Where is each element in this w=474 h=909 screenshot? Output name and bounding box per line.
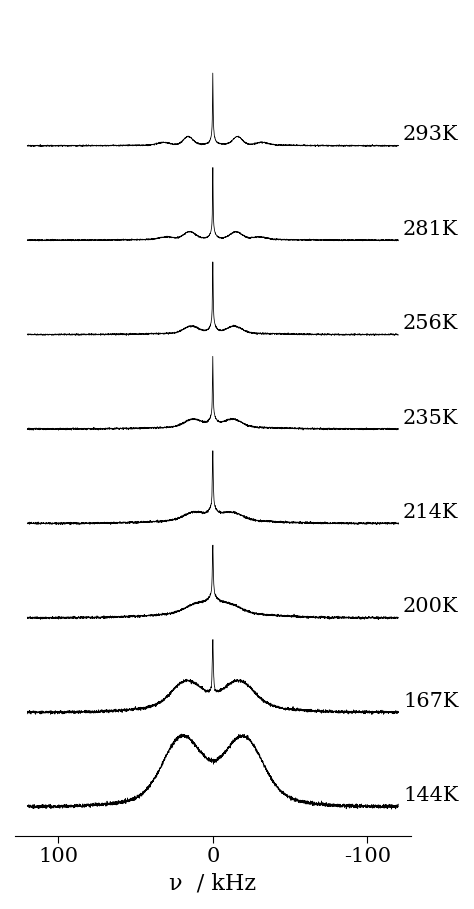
Text: 200K: 200K	[403, 597, 458, 616]
X-axis label: ν  / kHz: ν / kHz	[169, 872, 256, 894]
Text: 256K: 256K	[403, 315, 458, 333]
Text: 167K: 167K	[403, 692, 458, 711]
Text: 293K: 293K	[403, 125, 458, 145]
Text: 144K: 144K	[403, 786, 458, 805]
Text: 281K: 281K	[403, 220, 458, 239]
Text: 235K: 235K	[403, 408, 458, 427]
Text: 214K: 214K	[403, 503, 458, 522]
